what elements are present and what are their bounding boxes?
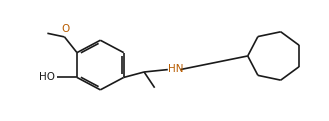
Text: HO: HO — [39, 72, 55, 82]
Text: HN: HN — [168, 64, 184, 74]
Text: O: O — [62, 24, 70, 34]
